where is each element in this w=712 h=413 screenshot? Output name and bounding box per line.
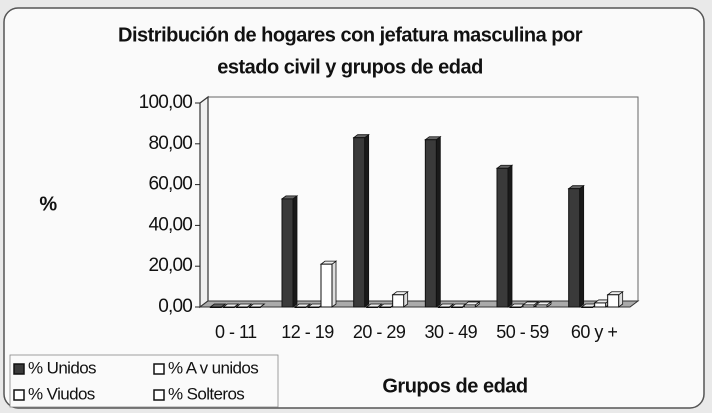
- y-tick-label: 80,00: [148, 133, 192, 154]
- bar: [352, 133, 370, 308]
- bar-face: [364, 133, 370, 308]
- bar-face: [248, 306, 261, 308]
- bar-face: [281, 198, 294, 308]
- bar-face: [222, 306, 235, 308]
- bar-face: [435, 135, 441, 308]
- bar-face: [579, 184, 585, 308]
- legend-swatch: [153, 389, 165, 401]
- legend-swatch: [13, 389, 25, 401]
- bar-face: [507, 164, 513, 308]
- legend-swatch: [153, 363, 165, 375]
- y-tick-label: 100,00: [139, 92, 193, 113]
- legend-label: % Viudos: [28, 384, 95, 403]
- bar: [280, 195, 299, 308]
- bar: [319, 260, 338, 308]
- y-tick-label: 0,00: [158, 296, 192, 317]
- bar-face: [320, 263, 333, 308]
- bar-face: [496, 167, 509, 308]
- y-tick-label: 20,00: [148, 255, 192, 276]
- bar-face: [437, 306, 450, 308]
- legend-label: % Unidos: [28, 358, 96, 377]
- bar-face: [509, 306, 522, 308]
- bar: [463, 301, 481, 308]
- bar-face: [292, 195, 298, 308]
- bar-face: [607, 294, 620, 308]
- chart-title: estado civil y grupos de edad: [217, 56, 483, 78]
- bar-face: [366, 306, 379, 308]
- y-tick-label: 40,00: [148, 214, 192, 235]
- bar: [365, 303, 383, 308]
- bar: [391, 290, 409, 308]
- bar-face: [307, 306, 320, 308]
- x-axis-label: Grupos de edad: [382, 375, 527, 397]
- legend-label: % A v unidos: [168, 358, 258, 377]
- bar-face: [463, 304, 476, 308]
- x-tick-label: 20 - 29: [353, 322, 406, 342]
- bar: [293, 303, 312, 308]
- bar: [437, 303, 455, 308]
- bar: [248, 303, 266, 308]
- bar: [495, 164, 514, 308]
- x-tick-label: 12 - 19: [281, 322, 334, 342]
- bar-face: [450, 306, 463, 308]
- bar-face: [294, 306, 307, 308]
- side-wall: [199, 95, 209, 309]
- bar: [378, 303, 396, 308]
- bar-face: [379, 306, 392, 308]
- x-tick-label: 50 - 59: [496, 322, 549, 342]
- bar: [424, 135, 442, 308]
- y-tick-label: 60,00: [148, 174, 192, 195]
- legend-label: % Solteros: [168, 384, 244, 403]
- bar: [209, 303, 227, 308]
- x-tick-label: 30 - 49: [425, 322, 478, 342]
- bar: [606, 290, 624, 308]
- bar-face: [594, 302, 607, 308]
- y-axis-label: %: [39, 193, 57, 215]
- bar-face: [331, 260, 337, 308]
- chart-title: Distribución de hogares con jefatura mas…: [118, 24, 583, 46]
- legend-swatch: [13, 363, 25, 375]
- bar: [521, 301, 540, 308]
- bar: [222, 303, 240, 308]
- x-tick-label: 0 - 11: [215, 322, 257, 342]
- bar: [567, 184, 585, 308]
- bar: [235, 303, 253, 308]
- bar-face: [353, 137, 366, 308]
- bar-face: [522, 304, 535, 308]
- bar-face: [392, 294, 405, 308]
- bar-face: [209, 306, 222, 308]
- legend-box: [9, 354, 279, 408]
- bar-face: [424, 139, 437, 308]
- bar-face: [235, 306, 248, 308]
- bar: [580, 303, 598, 308]
- x-tick-label: 60 y +: [571, 322, 618, 342]
- bar-face: [568, 188, 581, 308]
- bar: [534, 301, 553, 308]
- bar-face: [535, 304, 548, 308]
- bar-face: [581, 306, 594, 308]
